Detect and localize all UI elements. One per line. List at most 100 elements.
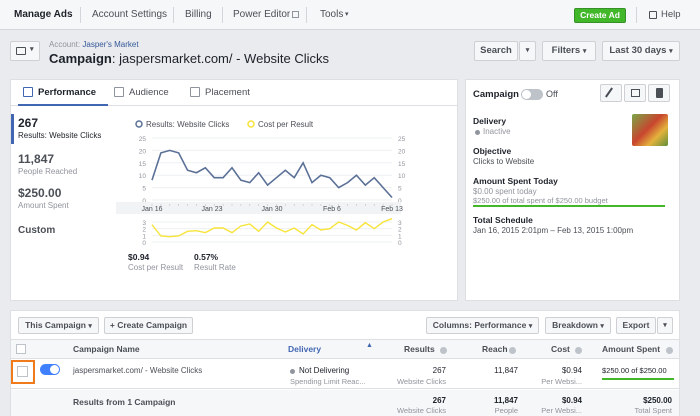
campaign-menu-button[interactable]: ▾ xyxy=(10,41,40,61)
y-axis-right: 25 20 15 10 5 0 xyxy=(398,136,406,205)
objective-value: Clicks to Website xyxy=(473,157,535,166)
create-campaign-button[interactable]: + Create Campaign xyxy=(104,317,193,334)
legend-results: Results: Website Clicks xyxy=(146,120,229,129)
col-cost[interactable]: Cost xyxy=(551,344,570,354)
nav-divider xyxy=(636,7,637,23)
nav-account-settings[interactable]: Account Settings xyxy=(92,9,168,20)
y-tick-label: 0 xyxy=(142,240,146,247)
col-campaign-name[interactable]: Campaign Name xyxy=(73,344,140,354)
select-all-checkbox[interactable] xyxy=(16,344,26,354)
y-tick-label: 20 xyxy=(139,148,147,155)
row-cost-sub: Per Websi... xyxy=(541,377,582,386)
schedule-label: Total Schedule xyxy=(473,215,533,225)
col-results[interactable]: Results xyxy=(404,344,435,354)
y-tick-label: 1 xyxy=(398,233,402,240)
results-label[interactable]: Results: Website Clicks xyxy=(18,131,102,140)
panel-tabs xyxy=(11,80,457,106)
reach-label[interactable]: People Reached xyxy=(18,167,78,176)
reach-value: 11,847 xyxy=(18,152,55,166)
x-tick-label: Feb 13 xyxy=(381,206,403,213)
this-campaign-label: This Campaign xyxy=(25,320,87,330)
x-tick-label: Jan 16 xyxy=(141,206,162,213)
campaign-prefix: Campaign xyxy=(49,51,112,66)
tab-placement[interactable]: Placement xyxy=(205,87,250,98)
row-delivery-sub: Spending Limit Reac... xyxy=(290,377,366,386)
edit-button[interactable] xyxy=(600,84,622,102)
legend-marker-results xyxy=(135,120,143,128)
performance-chart: Results: Website Clicks Cost per Result … xyxy=(116,120,406,247)
breakdown-label: Breakdown xyxy=(552,320,598,330)
date-range-button[interactable]: Last 30 days ▾ xyxy=(602,41,680,61)
search-dropdown-button[interactable]: ▾ xyxy=(519,41,536,61)
tab-performance[interactable]: Performance xyxy=(38,87,97,98)
chart-legend: Results: Website Clicks Cost per Result xyxy=(135,120,314,129)
y-tick-label: 0 xyxy=(142,198,146,205)
this-campaign-dropdown[interactable]: This Campaign ▾ xyxy=(18,317,99,334)
search-button[interactable]: Search xyxy=(474,41,518,61)
custom-metric[interactable]: Custom xyxy=(18,225,56,236)
tab-audience[interactable]: Audience xyxy=(129,87,169,98)
summary-label: Results from 1 Campaign xyxy=(73,397,176,407)
y-tick-label: 15 xyxy=(139,161,147,168)
spent-total-text: $250.00 of total spent of $250.00 budget xyxy=(473,196,608,205)
row-checkbox-highlight xyxy=(11,360,35,384)
y-tick-label: 10 xyxy=(398,173,406,180)
y-tick-label: 15 xyxy=(398,161,406,168)
toggle-knob xyxy=(50,365,59,374)
columns-dropdown[interactable]: Columns: Performance ▾ xyxy=(426,317,539,334)
row-delivery: Not Delivering xyxy=(299,366,350,375)
nav-billing[interactable]: Billing xyxy=(185,9,212,20)
performance-icon xyxy=(23,87,33,97)
summary-reach-sub: People xyxy=(494,406,518,415)
row-toggle[interactable] xyxy=(40,364,60,375)
cpr-label: Cost per Result xyxy=(128,263,184,272)
export-button[interactable]: Export xyxy=(616,317,656,334)
schedule-value: Jan 16, 2015 2:01pm – Feb 13, 2015 1:00p… xyxy=(473,226,634,235)
spent-label[interactable]: Amount Spent xyxy=(18,201,69,210)
y-tick-label: 20 xyxy=(398,148,406,155)
pencil-icon xyxy=(605,87,613,98)
row-results: 267 xyxy=(432,366,446,375)
row-campaign-name[interactable]: jaspersmarket.com/ - Website Clicks xyxy=(73,366,203,375)
create-ad-button[interactable]: Create Ad xyxy=(574,8,626,23)
top-nav: Manage Ads Account Settings Billing Powe… xyxy=(0,0,700,30)
col-amount-spent[interactable]: Amount Spent xyxy=(602,344,661,354)
nav-power-editor[interactable]: Power Editor xyxy=(233,9,291,20)
info-icon xyxy=(573,345,582,355)
delete-button[interactable] xyxy=(648,84,670,102)
summary-spent: $250.00 xyxy=(643,396,672,405)
create-campaign-label: Create Campaign xyxy=(117,320,188,330)
nav-divider xyxy=(222,7,223,23)
plus-icon: + xyxy=(109,320,115,330)
table-row[interactable] xyxy=(11,359,679,389)
account-name-link[interactable]: Jasper's Market xyxy=(82,40,139,49)
rate-value: 0.57% xyxy=(194,252,219,262)
nav-manage-ads[interactable]: Manage Ads xyxy=(14,9,73,20)
filters-button[interactable]: Filters ▾ xyxy=(542,41,596,61)
cpr-value: $0.94 xyxy=(128,252,150,262)
help-link[interactable]: Help xyxy=(661,9,681,20)
info-icon xyxy=(507,345,516,355)
col-delivery[interactable]: Delivery xyxy=(288,344,322,354)
row-checkbox[interactable] xyxy=(17,366,28,377)
y-tick-label: 25 xyxy=(398,136,406,143)
y-axis-left: 25 20 15 10 5 0 xyxy=(139,136,147,205)
toggle-knob xyxy=(522,90,531,99)
info-icon xyxy=(664,345,673,355)
col-reach[interactable]: Reach xyxy=(482,344,508,354)
status-dot xyxy=(475,130,480,135)
duplicate-button[interactable] xyxy=(624,84,646,102)
campaign-toggle[interactable] xyxy=(521,89,543,100)
rate-label: Result Rate xyxy=(194,263,236,272)
export-dropdown-button[interactable]: ▾ xyxy=(657,317,673,334)
row-reach: 11,847 xyxy=(494,366,518,375)
account-line: Account: Jasper's Market xyxy=(49,40,139,49)
breakdown-dropdown[interactable]: Breakdown ▾ xyxy=(545,317,611,334)
nav-tools[interactable]: Tools xyxy=(320,9,344,20)
summary-reach: 11,847 xyxy=(493,396,518,405)
y-tick-label: 0 xyxy=(398,240,402,247)
sort-asc-icon: ▲ xyxy=(366,342,373,349)
summary-results: 267 xyxy=(432,396,446,405)
nav-divider xyxy=(80,7,81,23)
